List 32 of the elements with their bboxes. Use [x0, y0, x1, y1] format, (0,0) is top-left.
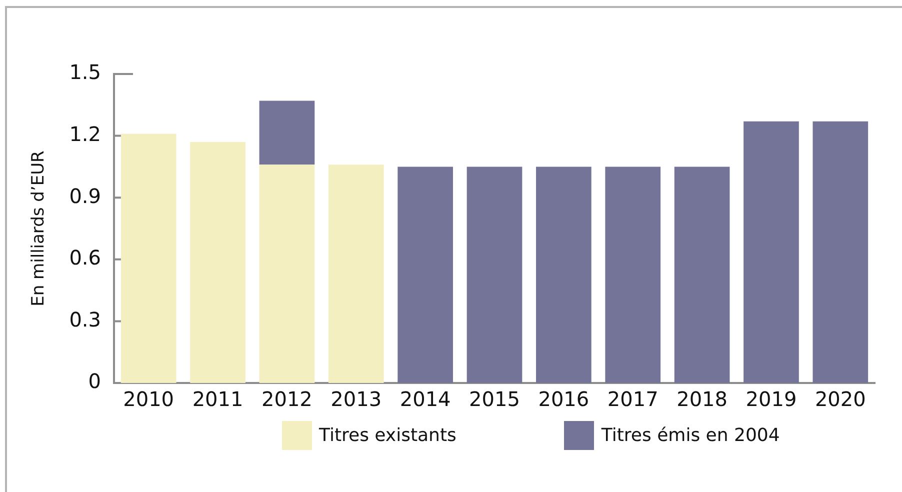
bar — [398, 166, 453, 383]
y-tick-label: 0.6 — [69, 246, 101, 270]
bar — [259, 100, 315, 165]
legend-label: Titres existants — [319, 425, 456, 446]
x-tick-label: 2010 — [123, 387, 174, 412]
y-axis-title: En milliards d’EUR — [28, 150, 49, 306]
y-tick-label: 0.3 — [69, 307, 101, 332]
x-tick-label: 2016 — [538, 387, 590, 412]
x-tick-label: 2013 — [330, 387, 382, 412]
y-tick-label: 0.9 — [69, 184, 101, 208]
x-tick-label: 2017 — [607, 387, 658, 412]
bar — [466, 166, 522, 383]
y-tick-label: 1.2 — [69, 122, 101, 146]
bar — [259, 164, 315, 383]
bar — [674, 166, 730, 383]
x-tick-label: 2015 — [469, 387, 520, 412]
x-tick-label: 2012 — [262, 387, 312, 412]
x-tick-label: 2014 — [400, 387, 451, 412]
x-tick-label: 2020 — [814, 387, 866, 412]
legend-label: Titres émis en 2004 — [601, 425, 780, 446]
bar — [536, 166, 592, 383]
bar — [190, 142, 246, 383]
bar — [605, 166, 661, 383]
x-tick-label: 2019 — [746, 387, 797, 412]
bar — [328, 164, 384, 383]
bar — [744, 121, 799, 383]
bar — [812, 121, 868, 383]
x-tick-label: 2018 — [676, 387, 728, 412]
y-tick-label: 0 — [88, 369, 101, 394]
y-tick-label: 1.5 — [69, 60, 101, 84]
bar — [120, 134, 176, 383]
x-tick-label: 2011 — [192, 387, 244, 412]
